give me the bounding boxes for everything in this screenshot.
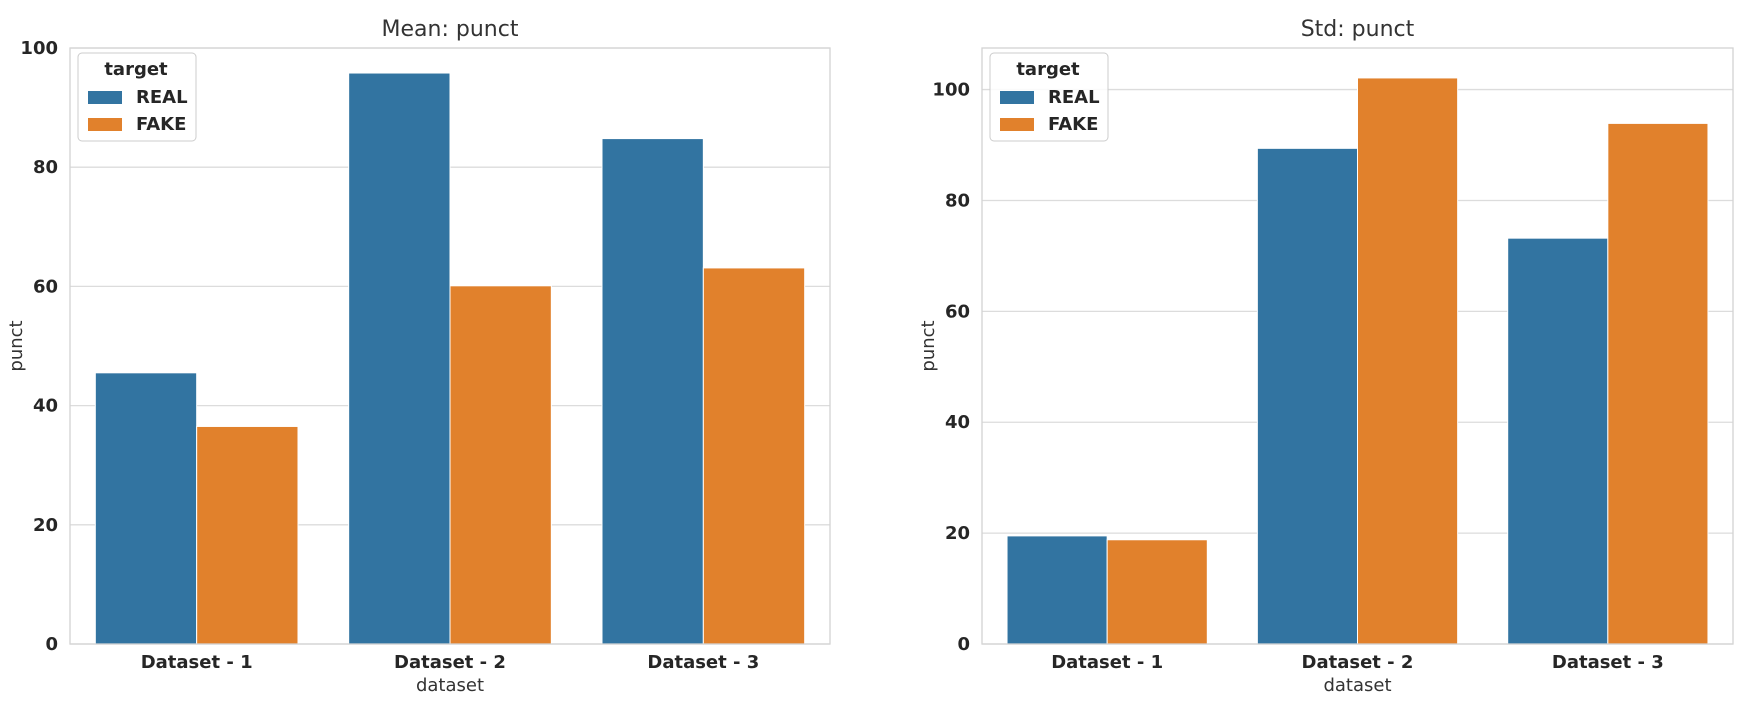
bar-real-1: [1006, 535, 1108, 645]
bar-real-2: [1256, 147, 1359, 645]
bar-real-3: [1507, 237, 1609, 645]
legend-title: target: [104, 59, 168, 80]
y-axis-label: punct: [918, 320, 939, 371]
legend-title: target: [1016, 59, 1080, 80]
legend-label-fake: FAKE: [136, 114, 186, 135]
x-tick-label: Dataset - 2: [394, 652, 506, 673]
y-tick-label: 80: [945, 190, 970, 211]
y-tick-label: 0: [45, 634, 58, 655]
bar-real-1: [94, 372, 198, 645]
plot-frame: [69, 47, 831, 645]
chart-panel-1: 0 20 40 60 80 100 Dataset - 1 Dataset - 2 Datase…: [6, 17, 831, 696]
x-axis-label: dataset: [1323, 675, 1391, 696]
y-axis-label: punct: [6, 320, 27, 371]
y-tick-label: 40: [33, 396, 58, 417]
bar-real-2: [348, 72, 451, 645]
legend-swatch-real: [1000, 91, 1034, 104]
bar-fake-1: [1106, 539, 1208, 645]
x-axis-label: dataset: [416, 675, 484, 696]
legend-label-fake: FAKE: [1048, 114, 1098, 135]
x-tick-label: Dataset - 3: [647, 652, 759, 673]
legend-label-real: REAL: [1048, 87, 1100, 108]
bar-fake-2: [449, 285, 552, 645]
y-tick-label: 20: [33, 515, 58, 536]
bar-real-3: [601, 138, 704, 645]
y-tick-label: 60: [33, 276, 58, 297]
y-tick-label: 40: [945, 412, 970, 433]
x-tick-label: Dataset - 2: [1302, 652, 1414, 673]
y-tick-label: 100: [932, 80, 970, 101]
bar-fake-1: [196, 425, 299, 645]
plot-frame: [981, 47, 1734, 645]
y-tick-label: 80: [33, 157, 58, 178]
bar-fake-3: [702, 267, 806, 645]
bar-fake-3: [1607, 122, 1709, 645]
x-tick-label: Dataset - 3: [1552, 652, 1664, 673]
chart-title: Mean: punct: [382, 17, 519, 42]
legend: target REAL FAKE: [989, 52, 1109, 142]
legend-label-real: REAL: [136, 87, 188, 108]
x-tick-label: Dataset - 1: [141, 652, 253, 673]
y-tick-label: 100: [20, 38, 58, 59]
chart-title: Std: punct: [1301, 17, 1415, 42]
y-tick-label: 60: [945, 301, 970, 322]
chart-panel-2: 0 20 40 60 80 100 Dataset - 1 Dataset - 2 Datase…: [918, 17, 1734, 696]
bar-fake-2: [1357, 77, 1459, 645]
legend: target REAL FAKE: [77, 52, 197, 142]
y-tick-label: 20: [945, 523, 970, 544]
y-tick-label: 0: [957, 634, 970, 655]
legend-swatch-fake: [88, 118, 122, 131]
x-tick-label: Dataset - 1: [1051, 652, 1163, 673]
legend-swatch-fake: [1000, 118, 1034, 131]
legend-swatch-real: [88, 91, 122, 104]
